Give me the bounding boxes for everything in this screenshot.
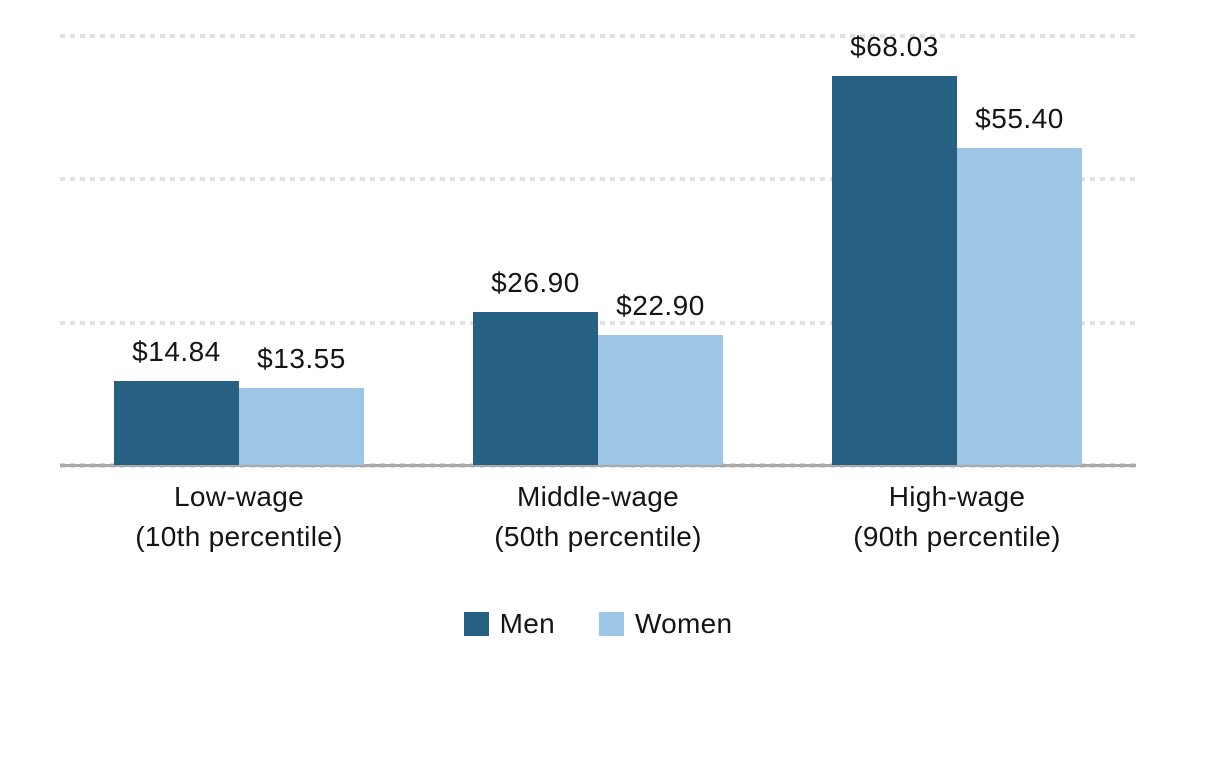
x-axis-category-label-1: Middle-wage (50th percentile) [408,477,788,557]
bar-men-1 [473,311,598,465]
bar-value-label-men-2: $68.03 [850,30,939,62]
category-line1: High-wage [888,481,1026,512]
gridline-50 [60,177,1136,182]
legend-swatch-women [598,612,624,636]
category-line2: (90th percentile) [853,521,1061,552]
category-line2: (50th percentile) [494,521,702,552]
category-line1: Middle-wage [516,481,680,512]
gridline-75 [60,34,1136,38]
bar-value-label-women-0: $13.55 [257,343,346,375]
bar-women-0 [239,388,364,465]
category-line2: (10th percentile) [135,521,343,552]
legend-item-women: Women [598,608,733,639]
bar-women-2 [957,148,1082,465]
bar-value-label-men-0: $14.84 [132,335,221,367]
category-line1: Low-wage [173,481,305,512]
bar-women-1 [598,334,723,465]
chart-legend: Men Women [60,609,1136,639]
legend-item-men: Men [463,608,555,639]
legend-swatch-men [463,612,489,636]
gridline-25 [60,320,1136,325]
legend-label-men: Men [499,608,555,639]
bar-men-0 [114,380,239,465]
bar-value-label-women-1: $22.90 [616,289,705,321]
x-axis-line [60,464,1136,467]
bar-men-2 [832,75,957,465]
x-axis-category-label-0: Low-wage (10th percentile) [49,477,429,557]
legend-label-women: Women [634,608,733,639]
bar-value-label-women-2: $55.40 [975,103,1064,135]
bar-value-label-men-1: $26.90 [491,266,580,298]
x-axis-category-label-2: High-wage (90th percentile) [767,477,1147,557]
